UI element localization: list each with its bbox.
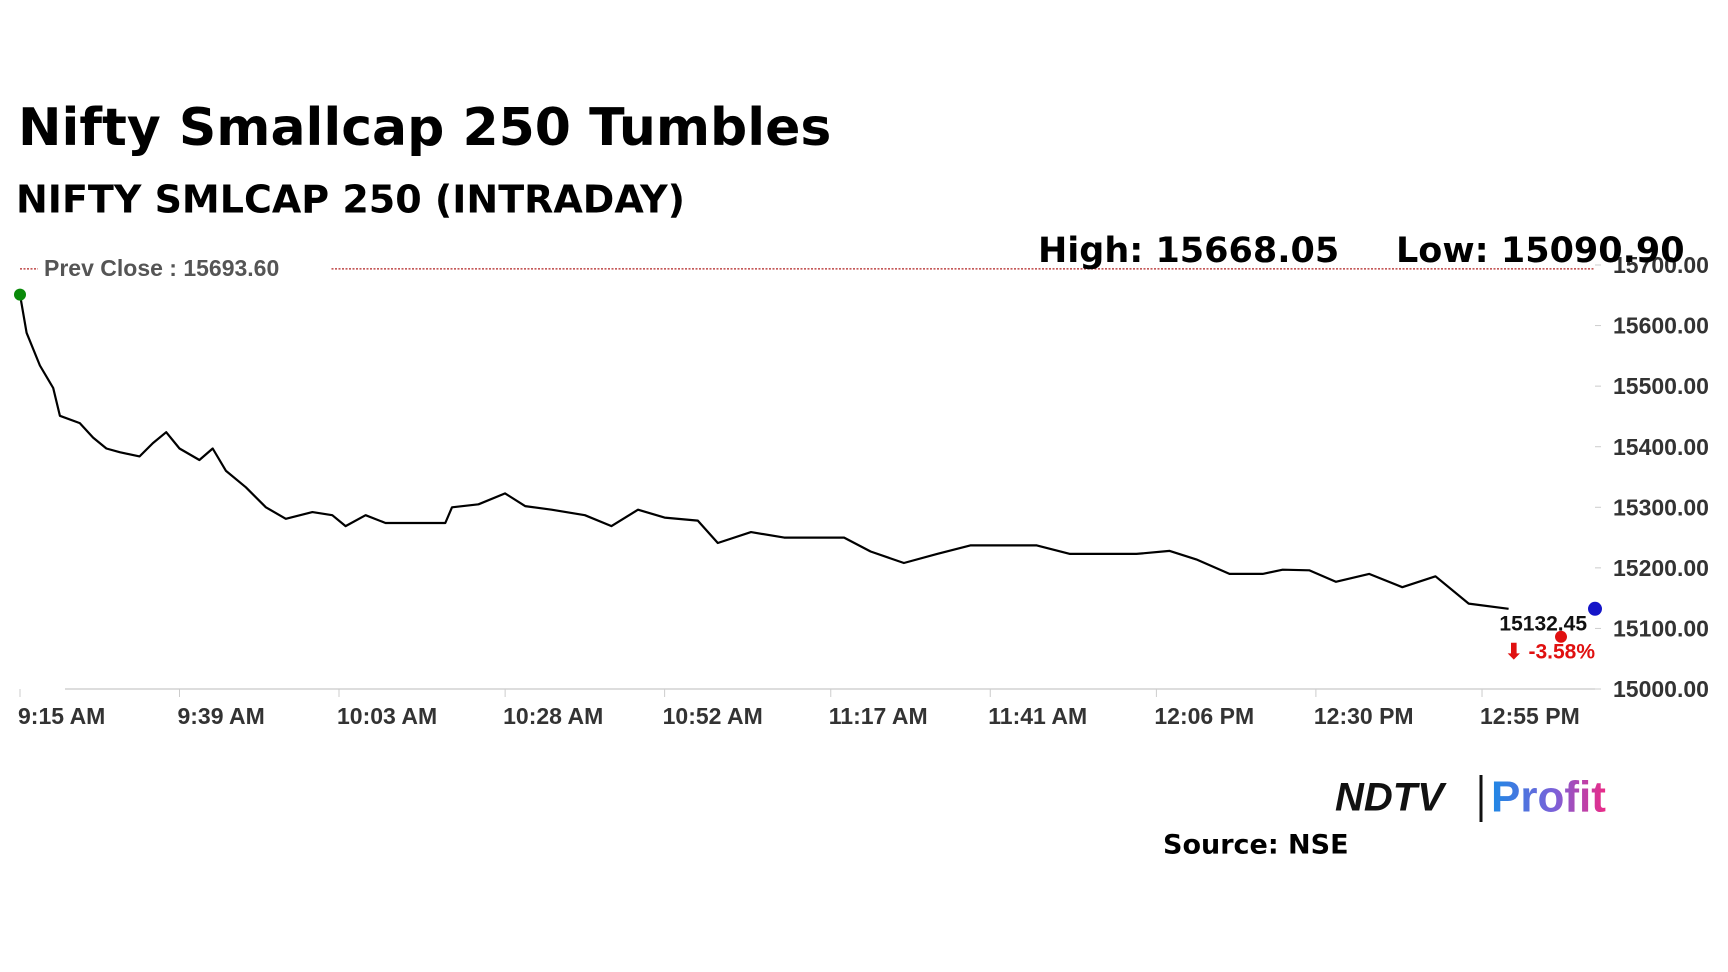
x-tick-label: 10:03 AM — [337, 703, 437, 729]
last-value-label: 15132.45 — [1499, 612, 1587, 635]
y-tick-label: 15600.00 — [1613, 313, 1709, 339]
x-tick-label: 12:30 PM — [1314, 703, 1414, 729]
logo-left: NDTV — [1335, 776, 1447, 820]
x-tick-label: 11:17 AM — [829, 703, 928, 729]
change-label: ⬇ -3.58% — [1505, 640, 1595, 663]
x-tick-label: 12:55 PM — [1480, 703, 1580, 729]
y-tick-label: 15300.00 — [1613, 494, 1709, 520]
change-dot — [1555, 630, 1567, 643]
source: Source: NSE — [1163, 830, 1349, 861]
x-tick-label: 12:06 PM — [1154, 703, 1254, 729]
price-line — [18, 294, 1509, 610]
last-dot — [1588, 601, 1602, 616]
open-dot — [14, 288, 26, 301]
x-tick-label: 9:39 AM — [177, 703, 264, 729]
prev-close-label: Prev Close : 15693.60 — [44, 255, 279, 281]
prev-close-bg — [38, 252, 330, 283]
high-label: High: 15668.05 — [1038, 231, 1339, 271]
chart-subtitle: NIFTY SMLCAP 250 (INTRADAY) — [16, 178, 685, 222]
y-tick-label: 15500.00 — [1613, 373, 1709, 399]
low-label: Low: 15090.90 — [1396, 231, 1685, 271]
y-tick-label: 15400.00 — [1613, 434, 1709, 460]
y-tick-label: 15200.00 — [1613, 555, 1709, 581]
y-tick-label: 15100.00 — [1613, 616, 1709, 642]
x-tick-label: 10:52 AM — [663, 703, 763, 729]
chart-title: Nifty Smallcap 250 Tumbles — [18, 98, 831, 158]
y-tick-label: 15000.00 — [1613, 676, 1709, 702]
logo-right: Profit — [1491, 773, 1606, 822]
x-tick-label: 9:15 AM — [18, 703, 105, 729]
x-tick-label: 11:41 AM — [988, 703, 1087, 729]
y-tick-label: 15700.00 — [1613, 252, 1709, 278]
x-tick-label: 10:28 AM — [503, 703, 603, 729]
